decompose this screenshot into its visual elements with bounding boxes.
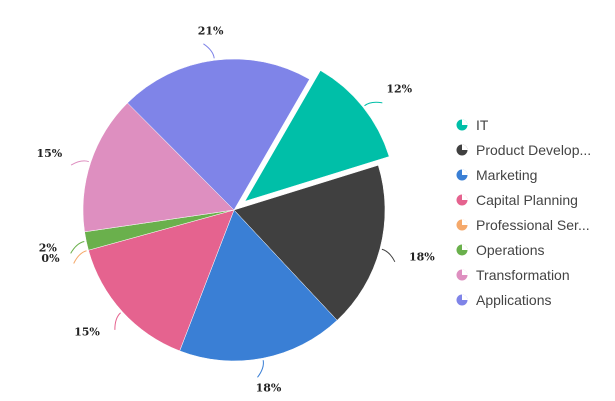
legend-item-it[interactable]: IT: [456, 112, 611, 137]
data-label-transformation: 15%: [37, 147, 63, 160]
pie-legend-icon: [456, 119, 468, 130]
pie-legend-icon: [456, 269, 468, 280]
legend-item-marketing[interactable]: Marketing: [456, 162, 611, 187]
legend-label: Operations: [476, 241, 545, 258]
pie-legend-icon: [456, 194, 468, 205]
legend-item-transformation[interactable]: Transformation: [456, 262, 611, 287]
pie-slice-capital-planning[interactable]: [88, 209, 235, 352]
pie-slice-applications[interactable]: [127, 58, 310, 211]
data-label-capital-planning: 15%: [74, 326, 100, 339]
leader-line-professional-ser: [73, 250, 87, 264]
legend-item-capital-planning[interactable]: Capital Planning: [456, 187, 611, 212]
legend-item-applications[interactable]: Applications: [456, 287, 611, 312]
data-label-operations: 2%: [39, 241, 58, 254]
pie-legend-icon: [456, 219, 468, 230]
leader-line-transformation: [70, 160, 89, 166]
pie-slice-product-develop[interactable]: [233, 164, 386, 321]
pie-slice-it[interactable]: [244, 70, 390, 202]
pie-slice-transformation[interactable]: [82, 102, 235, 233]
legend-item-operations[interactable]: Operations: [456, 237, 611, 262]
leader-line-capital-planning: [114, 312, 121, 330]
pie-legend-icon: [456, 169, 468, 180]
pie-legend-icon: [456, 144, 468, 155]
legend-label: Professional Ser...: [476, 216, 590, 233]
pie-slice-marketing[interactable]: [179, 209, 338, 362]
data-label-marketing: 18%: [256, 382, 282, 395]
leader-line-it: [364, 101, 383, 107]
data-label-professional-ser: 0%: [41, 252, 60, 265]
legend-label: Transformation: [476, 266, 570, 283]
leader-line-operations: [70, 241, 85, 254]
data-label-it: 12%: [386, 82, 412, 95]
legend-label: Marketing: [476, 166, 538, 183]
legend-label: Capital Planning: [476, 191, 578, 208]
leader-line-applications: [203, 43, 215, 59]
leader-line-marketing: [257, 360, 264, 378]
pie-legend-icon: [456, 294, 468, 305]
leader-line-product-develop: [381, 248, 396, 263]
data-label-product-develop: 18%: [409, 250, 435, 263]
legend-label: IT: [476, 116, 489, 133]
legend-item-product-develop[interactable]: Product Develop...: [456, 137, 611, 162]
data-label-applications: 21%: [198, 25, 224, 38]
chart-legend: IT Product Develop... Marketing Capital Pla…: [456, 112, 611, 312]
pie-legend-icon: [456, 244, 468, 255]
legend-item-professional-ser[interactable]: Professional Ser...: [456, 212, 611, 237]
legend-label: Applications: [476, 291, 552, 308]
legend-label: Product Develop...: [476, 141, 592, 158]
